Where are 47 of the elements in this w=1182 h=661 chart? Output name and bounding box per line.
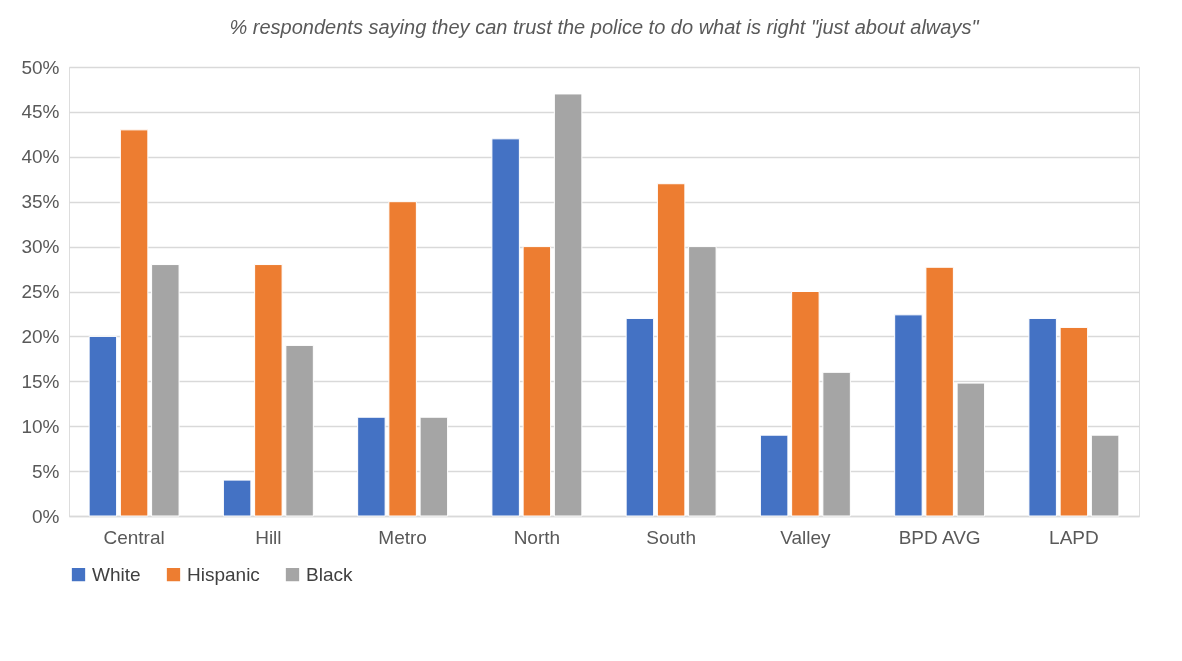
bar [925,266,954,517]
bar [285,344,314,517]
bar [656,183,686,517]
y-tick-label: 30% [21,236,60,258]
x-tick-label: LAPD [1049,526,1099,548]
x-tick-label: North [513,526,561,548]
bar [759,434,789,517]
x-tick-label: Hill [255,526,282,548]
bar [357,416,386,517]
bar [1028,317,1057,517]
y-tick-label: 20% [21,325,60,347]
bar [625,317,655,517]
y-tick-label: 50% [21,56,60,78]
legend-label: White [92,563,141,585]
bar [491,138,520,517]
y-tick-label: 35% [21,191,60,213]
chart-title: % respondents saying they can trust the police to do what is right "just about always" [229,16,980,38]
bar [956,382,986,517]
bar [791,291,820,517]
y-tick-label: 40% [21,146,60,168]
y-tick-label: 25% [21,281,60,302]
y-tick-label: 15% [21,370,60,392]
bar [553,93,583,517]
bar [254,264,283,517]
bar [894,314,923,517]
bar [388,201,417,517]
bar [822,371,851,517]
bar [88,335,118,517]
legend-label: Black [306,563,353,585]
bar [522,246,552,517]
y-tick-label: 0% [32,505,60,527]
bar [419,416,449,517]
bar [151,264,180,517]
legend-label: Hispanic [187,563,260,585]
bar [222,479,252,517]
x-tick-label: Metro [378,526,427,548]
y-tick-label: 10% [21,415,60,437]
x-tick-label: Valley [780,526,832,548]
bar [119,129,149,517]
bar [688,246,717,517]
y-tick-label: 45% [21,101,60,123]
bar [1059,326,1089,517]
x-tick-label: Central [103,526,165,548]
bar [1090,434,1120,517]
x-tick-label: South [646,526,696,548]
y-tick-label: 5% [32,460,60,482]
x-tick-label: BPD AVG [898,526,981,548]
